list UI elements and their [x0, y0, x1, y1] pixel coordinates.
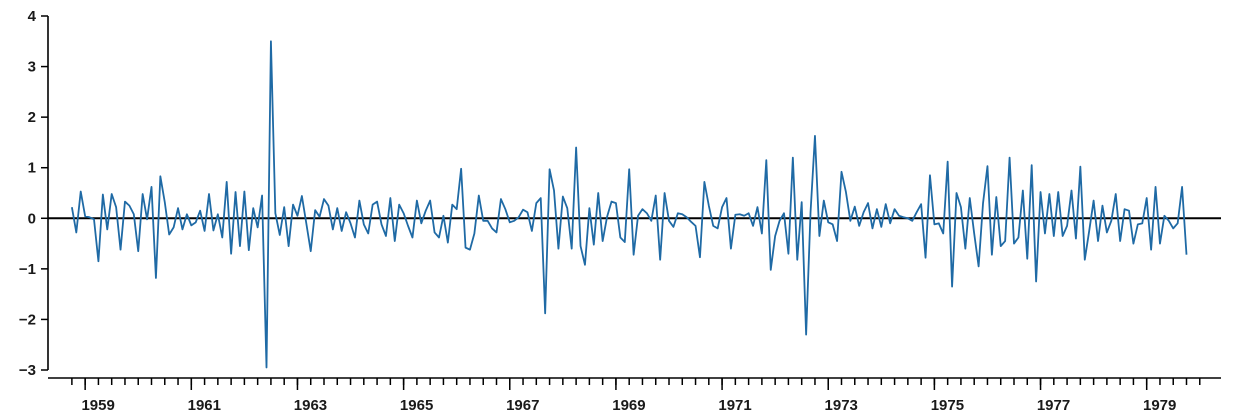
- x-tick-label: 1967: [506, 397, 539, 414]
- x-tick-label: 1959: [81, 397, 114, 414]
- x-tick-label: 1971: [718, 397, 751, 414]
- y-tick-label: 2: [28, 109, 36, 126]
- x-tick-label: 1977: [1037, 397, 1070, 414]
- y-tick-label: −3: [19, 362, 36, 379]
- y-tick-label: 3: [28, 59, 36, 76]
- y-tick-label: −1: [19, 261, 36, 278]
- y-tick-label: 4: [28, 8, 37, 25]
- x-tick-label: 1973: [825, 397, 858, 414]
- y-tick-label: 1: [28, 160, 36, 177]
- y-tick-label: 0: [28, 210, 36, 227]
- x-tick-label: 1965: [400, 397, 433, 414]
- y-tick-label: −2: [19, 311, 36, 328]
- x-tick-label: 1975: [931, 397, 964, 414]
- x-axis: 1959 1961 1963 1965 1967 1969 1971 1973 1975 1977…: [48, 377, 1221, 414]
- x-tick-label: 1979: [1143, 397, 1176, 414]
- x-tick-label: 1963: [294, 397, 327, 414]
- x-tick-label: 1961: [188, 397, 221, 414]
- y-axis: −3 −2 −1 0 1 2 3 4: [19, 8, 49, 379]
- series-line: [70, 40, 1188, 369]
- x-tick-label: 1969: [612, 397, 645, 414]
